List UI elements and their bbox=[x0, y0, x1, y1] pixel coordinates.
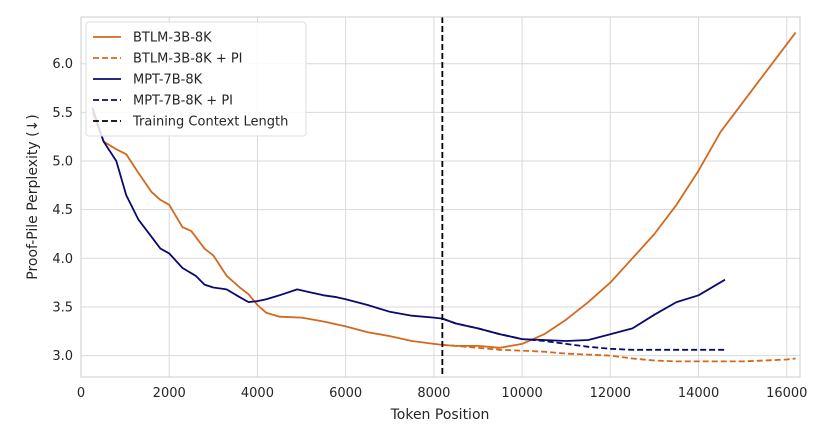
x-tick-label: 14000 bbox=[678, 386, 719, 401]
y-tick-label: 5.5 bbox=[52, 106, 73, 121]
x-tick-labels: 0 2000 4000 6000 8000 10000 12000 14000 16000 bbox=[77, 386, 808, 401]
x-tick-label: 2000 bbox=[153, 386, 186, 401]
series-lines bbox=[91, 17, 797, 377]
series-line-2 bbox=[442, 344, 796, 363]
y-tick-label: 4.0 bbox=[52, 252, 73, 267]
legend-box bbox=[85, 21, 307, 137]
legend-label: Training Context Length bbox=[132, 115, 288, 130]
x-tick-label: 16000 bbox=[766, 386, 807, 401]
series-line-1 bbox=[91, 32, 797, 349]
x-tick-label: 0 bbox=[77, 386, 85, 401]
x-tick-label: 10000 bbox=[501, 386, 542, 401]
grid bbox=[80, 17, 800, 377]
plot-frame bbox=[80, 16, 801, 378]
legend-label: MPT-7B-8K + PI bbox=[133, 94, 233, 109]
y-tick-label: 5.0 bbox=[52, 155, 73, 170]
x-tick-label: 12000 bbox=[590, 386, 631, 401]
series-line-3 bbox=[91, 107, 726, 342]
legend-label: BTLM-3B-8K bbox=[133, 31, 212, 46]
y-tick-label: 3.5 bbox=[52, 300, 73, 315]
x-tick-label: 8000 bbox=[417, 386, 450, 401]
legend-label: BTLM-3B-8K + PI bbox=[133, 52, 243, 67]
y-tick-label: 4.5 bbox=[52, 203, 73, 218]
y-tick-label: 6.0 bbox=[52, 57, 73, 72]
y-axis-label: Proof-Pile Perplexity (↓) bbox=[25, 114, 41, 279]
y-tick-label: 3.0 bbox=[52, 349, 73, 364]
x-axis-label: Token Position bbox=[390, 407, 490, 423]
x-tick-label: 4000 bbox=[241, 386, 274, 401]
series-line-4 bbox=[442, 317, 725, 351]
y-tick-labels: 3.0 3.5 4.0 4.5 5.0 5.5 6.0 bbox=[52, 57, 73, 364]
legend: BTLM-3B-8K BTLM-3B-8K + PI MPT-7B-8K MPT-7B… bbox=[85, 21, 307, 137]
x-tick-label: 6000 bbox=[329, 386, 362, 401]
legend-label: MPT-7B-8K bbox=[133, 73, 203, 88]
